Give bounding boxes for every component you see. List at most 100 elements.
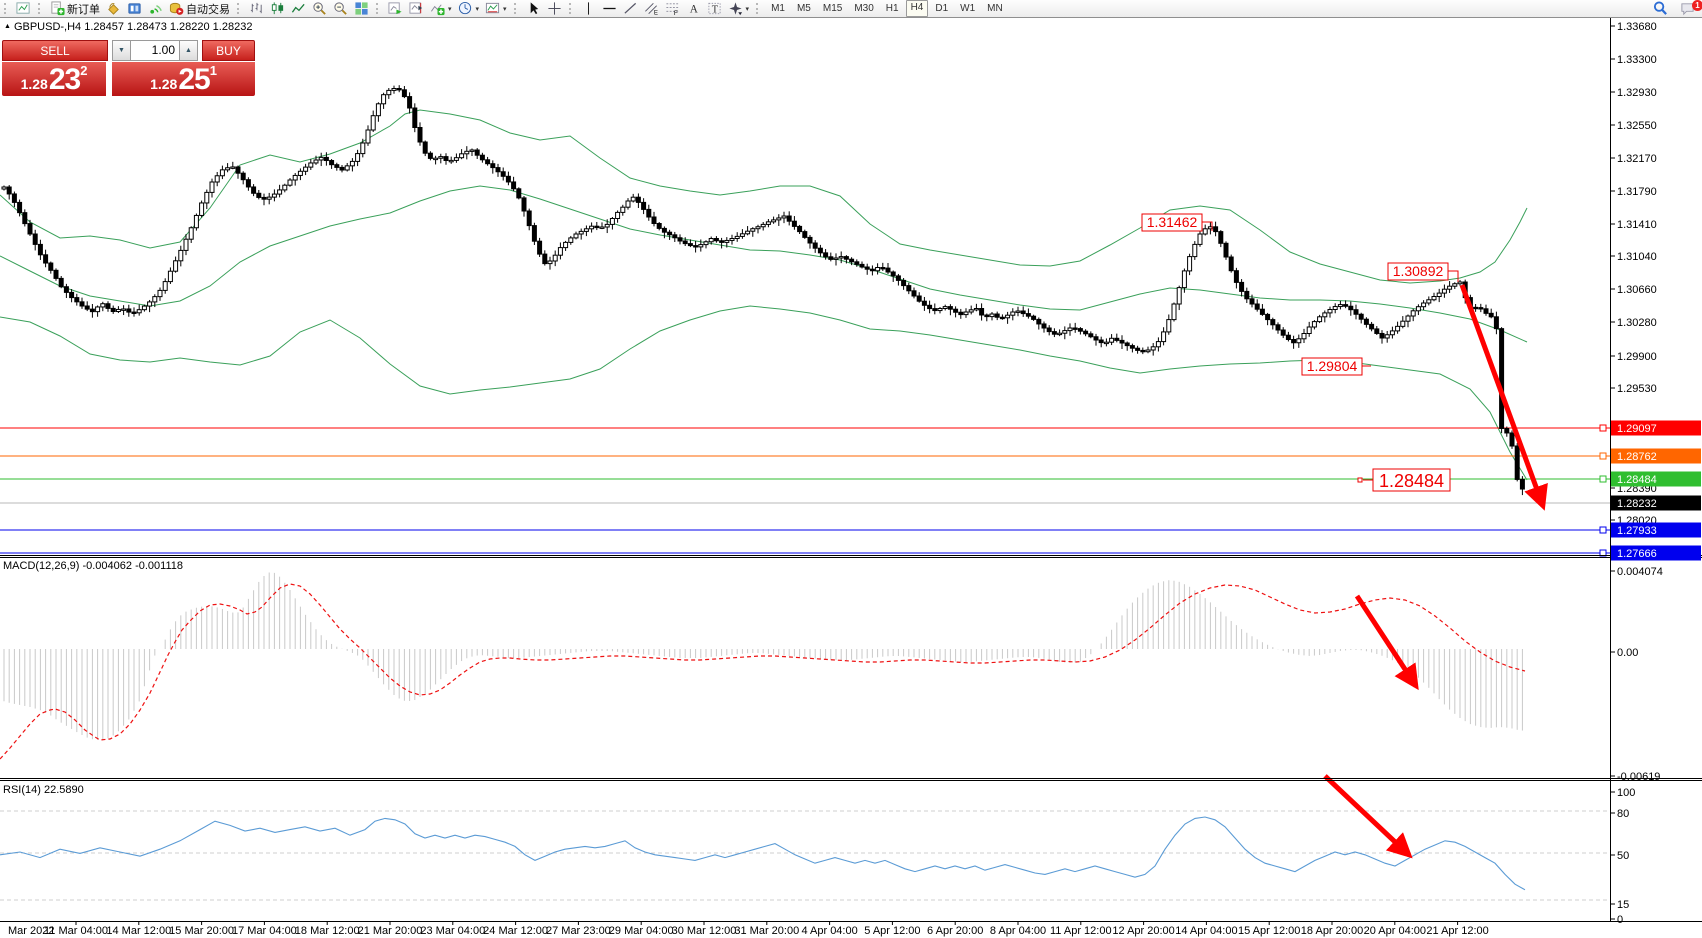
svg-text:15: 15 xyxy=(1617,899,1629,911)
svg-text:30 Mar 12:00: 30 Mar 12:00 xyxy=(672,925,737,937)
svg-text:1.31790: 1.31790 xyxy=(1617,186,1657,198)
trendline-button[interactable] xyxy=(620,1,641,17)
candlestick-chart-button[interactable] xyxy=(267,1,288,17)
chart-window-icon[interactable] xyxy=(13,1,34,17)
svg-text:1.29804: 1.29804 xyxy=(1307,358,1358,374)
toolbar: 新订单 自动交易 ▾ ▾ ▾ E F A T ▾ M1 M5 M15 M30 H1 H4 D1 W1 MN 1 xyxy=(0,0,1702,18)
red-trend-arrow[interactable] xyxy=(1323,774,1413,859)
svg-text:1.28232: 1.28232 xyxy=(1617,498,1657,510)
timeframe-h1-button[interactable]: H1 xyxy=(885,3,899,14)
svg-text:Mar 2022: Mar 2022 xyxy=(8,925,54,937)
new-order-button[interactable]: 新订单 xyxy=(47,1,103,17)
chart-shift-button[interactable] xyxy=(406,1,427,17)
sell-button[interactable]: SELL xyxy=(2,40,108,61)
volume-input[interactable]: 1.00 xyxy=(131,40,179,61)
tile-windows-button[interactable] xyxy=(351,1,372,17)
vertical-line-button[interactable] xyxy=(578,1,599,17)
svg-text:4 Apr 04:00: 4 Apr 04:00 xyxy=(801,925,857,937)
auto-trading-button[interactable]: 自动交易 xyxy=(166,1,233,17)
line-chart-button[interactable] xyxy=(288,1,309,17)
svg-text:1.32930: 1.32930 xyxy=(1617,87,1657,99)
svg-text:18 Mar 12:00: 18 Mar 12:00 xyxy=(295,925,360,937)
candlesticks xyxy=(1,85,1525,496)
market-watch-button[interactable] xyxy=(124,1,145,17)
svg-text:T: T xyxy=(711,4,718,15)
svg-text:5 Apr 12:00: 5 Apr 12:00 xyxy=(864,925,920,937)
zoom-in-button[interactable] xyxy=(309,1,330,17)
bar-chart-button[interactable] xyxy=(246,1,267,17)
horizontal-lines[interactable] xyxy=(0,424,1610,557)
equidistant-channel-button[interactable]: E xyxy=(641,1,662,17)
svg-text:1.30660: 1.30660 xyxy=(1617,284,1657,296)
timeframe-m15-button[interactable]: M15 xyxy=(822,3,843,14)
search-button[interactable] xyxy=(1650,1,1671,17)
rsi-axis: 100 80 50 15 0 xyxy=(1611,787,1635,926)
price-annotations[interactable]: 1.31462 1.30892 1.29804 1.28484 xyxy=(1141,213,1459,492)
crosshair-button[interactable] xyxy=(544,1,565,17)
svg-text:21 Apr 12:00: 21 Apr 12:00 xyxy=(1426,925,1488,937)
svg-text:0: 0 xyxy=(1617,914,1623,926)
svg-text:1.27933: 1.27933 xyxy=(1617,525,1657,537)
svg-text:1.29097: 1.29097 xyxy=(1617,423,1657,435)
svg-text:15 Apr 12:00: 15 Apr 12:00 xyxy=(1238,925,1300,937)
sell-price-big: 23 xyxy=(48,63,81,96)
svg-text:50: 50 xyxy=(1617,850,1629,862)
buy-button[interactable]: BUY xyxy=(202,40,255,61)
auto-scroll-button[interactable] xyxy=(385,1,406,17)
buy-price-sup: 1 xyxy=(209,63,217,78)
text-button[interactable]: A xyxy=(683,1,704,17)
rsi-indicator-label: RSI(14) 22.5890 xyxy=(3,784,84,796)
timeframe-d1-button[interactable]: D1 xyxy=(935,3,949,14)
fibonacci-button[interactable]: F xyxy=(662,1,683,17)
svg-text:A: A xyxy=(689,3,698,15)
svg-text:1.31462: 1.31462 xyxy=(1147,214,1198,230)
svg-text:29 Mar 04:00: 29 Mar 04:00 xyxy=(609,925,674,937)
red-trend-arrow[interactable] xyxy=(1354,594,1419,691)
buy-price-display[interactable]: 1.28 25 1 xyxy=(112,62,255,96)
periods-button[interactable]: ▾ xyxy=(455,1,483,17)
arrows-button[interactable]: ▾ xyxy=(725,1,753,17)
cursor-button[interactable] xyxy=(523,1,544,17)
collapse-marker-icon[interactable]: ▲ xyxy=(4,23,11,30)
timeframe-m5-button[interactable]: M5 xyxy=(796,3,811,14)
svg-text:-0.00619: -0.00619 xyxy=(1617,771,1660,783)
styles-bucket-button[interactable] xyxy=(103,1,124,17)
svg-text:1.33680: 1.33680 xyxy=(1617,21,1657,33)
svg-text:27 Mar 23:00: 27 Mar 23:00 xyxy=(546,925,611,937)
text-label-button[interactable]: T xyxy=(704,1,725,17)
svg-text:80: 80 xyxy=(1617,808,1629,820)
svg-text:14 Apr 04:00: 14 Apr 04:00 xyxy=(1175,925,1237,937)
svg-text:31 Mar 20:00: 31 Mar 20:00 xyxy=(734,925,799,937)
templates-button[interactable]: ▾ xyxy=(482,1,510,17)
timeframe-m1-button[interactable]: M1 xyxy=(771,3,785,14)
sell-price-display[interactable]: 1.28 23 2 xyxy=(2,62,106,96)
svg-text:12 Apr 20:00: 12 Apr 20:00 xyxy=(1112,925,1174,937)
buy-price-big: 25 xyxy=(178,63,210,96)
red-trend-arrow[interactable] xyxy=(1459,284,1548,511)
timeframe-mn-button[interactable]: MN xyxy=(987,3,1003,14)
trend-arrows[interactable] xyxy=(1323,284,1548,859)
svg-text:1.30892: 1.30892 xyxy=(1393,263,1444,279)
svg-text:1.30280: 1.30280 xyxy=(1617,317,1657,329)
sell-price-prefix: 1.28 xyxy=(20,76,48,92)
signals-button[interactable] xyxy=(145,1,166,17)
buy-price-prefix: 1.28 xyxy=(150,76,178,92)
price-axis[interactable]: 1.33680 1.33300 1.32930 1.32550 1.32170 1.317… xyxy=(1611,21,1701,561)
volume-decrease-button[interactable]: ▼ xyxy=(112,40,131,61)
svg-text:0.004074: 0.004074 xyxy=(1617,566,1663,578)
svg-text:1.29530: 1.29530 xyxy=(1617,383,1657,395)
chart-symbol-header: ▲ GBPUSD-,H4 1.28457 1.28473 1.28220 1.28… xyxy=(4,21,252,33)
notifications-button[interactable]: 1 xyxy=(1677,0,1702,17)
timeframe-h4-button[interactable]: H4 xyxy=(905,0,929,17)
timeframe-m30-button[interactable]: M30 xyxy=(854,3,874,14)
volume-increase-button[interactable]: ▲ xyxy=(179,40,198,61)
svg-text:E: E xyxy=(653,10,657,16)
zoom-out-button[interactable] xyxy=(330,1,351,17)
timeframe-w1-button[interactable]: W1 xyxy=(960,3,976,14)
svg-text:1.29900: 1.29900 xyxy=(1617,351,1657,363)
horizontal-line-button[interactable] xyxy=(599,1,620,17)
macd-pane xyxy=(0,572,1526,760)
indicators-button[interactable]: ▾ xyxy=(427,1,455,17)
